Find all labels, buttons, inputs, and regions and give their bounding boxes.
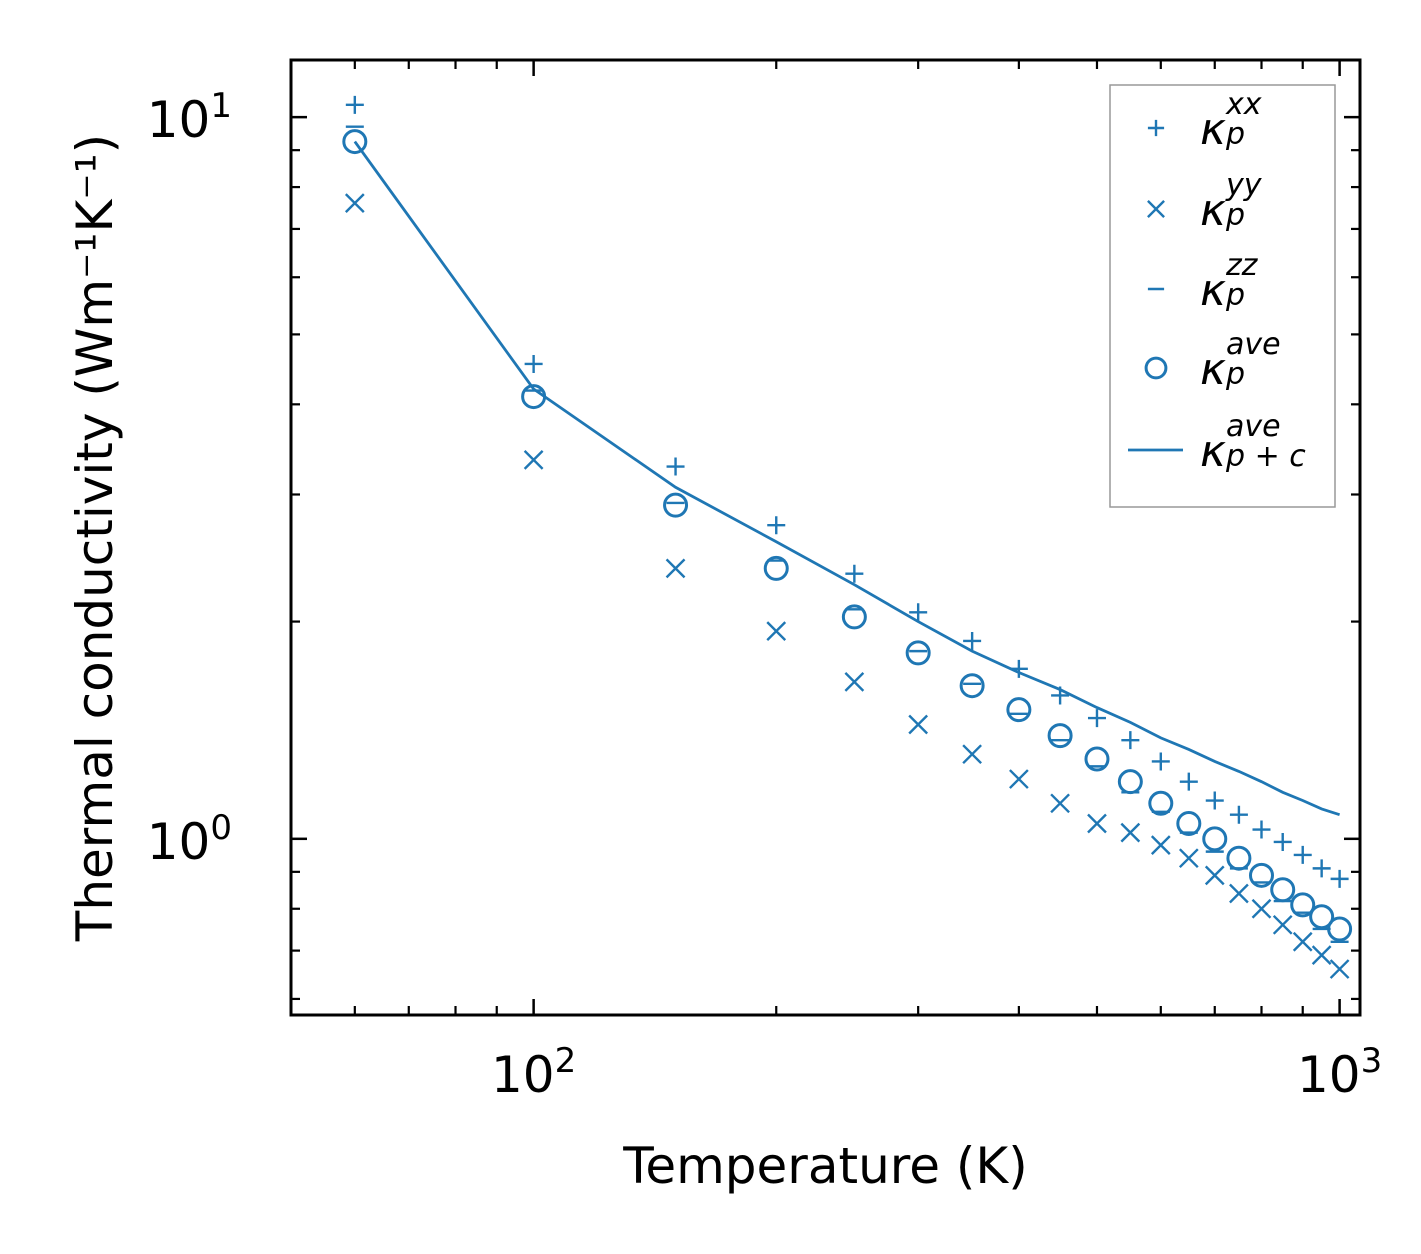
data-point-plus xyxy=(666,457,685,476)
legend-label: κave p xyxy=(1200,327,1281,395)
data-point-plus xyxy=(1312,859,1331,878)
series-xx-0 xyxy=(345,95,1349,888)
data-point-x xyxy=(1311,945,1332,965)
data-point-plus xyxy=(1273,832,1292,851)
series-yy-1 xyxy=(344,193,1350,979)
legend-marker xyxy=(1144,356,1168,380)
data-point-circle xyxy=(763,555,789,581)
data-point-plus xyxy=(524,354,543,373)
data-point-x xyxy=(844,672,865,692)
data-point-plus xyxy=(1121,731,1140,750)
data-point-plus xyxy=(1087,709,1106,728)
data-point-circle xyxy=(1202,826,1228,852)
data-point-circle xyxy=(1226,845,1252,871)
x-axis-label: Temperature (K) xyxy=(622,1137,1027,1195)
data-point-circle xyxy=(1148,790,1174,816)
data-point-x xyxy=(962,744,982,765)
data-point-x xyxy=(1251,898,1272,919)
data-point-circle xyxy=(1047,723,1073,749)
tick-labels: 102 103 100 101 xyxy=(147,86,1383,1104)
data-point-plus xyxy=(909,603,928,622)
legend-label: κave p + c xyxy=(1200,409,1306,477)
legend-label: κzz p xyxy=(1200,248,1259,316)
major-ticks xyxy=(291,60,1360,1015)
data-point-x xyxy=(908,714,929,735)
data-point-x xyxy=(1178,848,1199,869)
data-point-circle xyxy=(1327,916,1353,942)
data-point-circle xyxy=(1117,769,1143,795)
data-point-x xyxy=(766,621,787,641)
data-point-x xyxy=(1292,931,1313,952)
legend-item: κxx p xyxy=(1147,87,1262,155)
legend-label: κxx p xyxy=(1200,87,1262,155)
x-tick-label: 103 xyxy=(1297,1041,1382,1104)
data-point-circle xyxy=(342,129,368,155)
series-ave-3 xyxy=(342,129,1353,942)
data-point-x xyxy=(1087,813,1107,834)
legend-item: κzz p xyxy=(1147,248,1259,316)
series-ave-4 xyxy=(353,140,1341,817)
legend: κxx p κyy p κzz p κave p κave p + c xyxy=(1109,84,1336,508)
data-point-circle xyxy=(1270,877,1296,903)
legend-box xyxy=(1109,84,1336,508)
data-point-x xyxy=(523,450,544,470)
data-point-circle xyxy=(663,492,689,518)
data-point-circle xyxy=(1290,892,1316,918)
data-point-circle xyxy=(1176,811,1202,837)
data-point-x xyxy=(1050,793,1070,814)
x-tick-label: 102 xyxy=(491,1041,576,1104)
data-point-circle xyxy=(959,673,985,699)
data-point-x xyxy=(1204,865,1225,886)
data-point-x xyxy=(1009,769,1029,789)
legend-item: κave p xyxy=(1144,327,1281,395)
data-point-plus xyxy=(1252,820,1271,839)
data-point-x xyxy=(1272,914,1293,935)
y-tick-label: 100 xyxy=(147,808,232,871)
legend-item: κave p + c xyxy=(1128,409,1306,477)
y-tick-label: 101 xyxy=(147,86,232,149)
legend-label: κyy p xyxy=(1200,168,1263,236)
data-point-x xyxy=(1329,959,1350,979)
data-point-plus xyxy=(1151,752,1170,771)
plot-area xyxy=(342,95,1353,979)
legend-marker xyxy=(1147,200,1165,218)
data-point-plus xyxy=(963,631,982,650)
data-point-x xyxy=(1229,883,1249,904)
plot-frame xyxy=(289,58,1362,1017)
data-point-x xyxy=(344,193,365,214)
data-point-plus xyxy=(1229,805,1248,824)
data-point-circle xyxy=(1248,862,1274,888)
data-point-plus xyxy=(345,95,364,114)
data-point-circle xyxy=(1084,746,1110,772)
data-point-circle xyxy=(905,640,931,666)
data-point-circle xyxy=(1006,697,1032,723)
data-point-plus xyxy=(1179,772,1198,791)
data-point-plus xyxy=(1205,791,1224,810)
data-point-x xyxy=(1150,835,1171,856)
data-point-plus xyxy=(767,516,786,535)
data-point-x xyxy=(1120,822,1141,843)
data-point-x xyxy=(665,558,686,579)
data-point-circle xyxy=(841,604,867,630)
legend-item: κyy p xyxy=(1147,168,1263,236)
y-axis-label: Thermal conductivity (Wm⁻¹K⁻¹) xyxy=(66,134,124,942)
series-line xyxy=(353,140,1341,817)
data-point-plus xyxy=(1293,845,1312,864)
data-point-circle xyxy=(1309,904,1335,930)
data-point-plus xyxy=(845,564,864,583)
data-point-plus xyxy=(1330,869,1349,888)
legend-marker xyxy=(1147,119,1165,137)
